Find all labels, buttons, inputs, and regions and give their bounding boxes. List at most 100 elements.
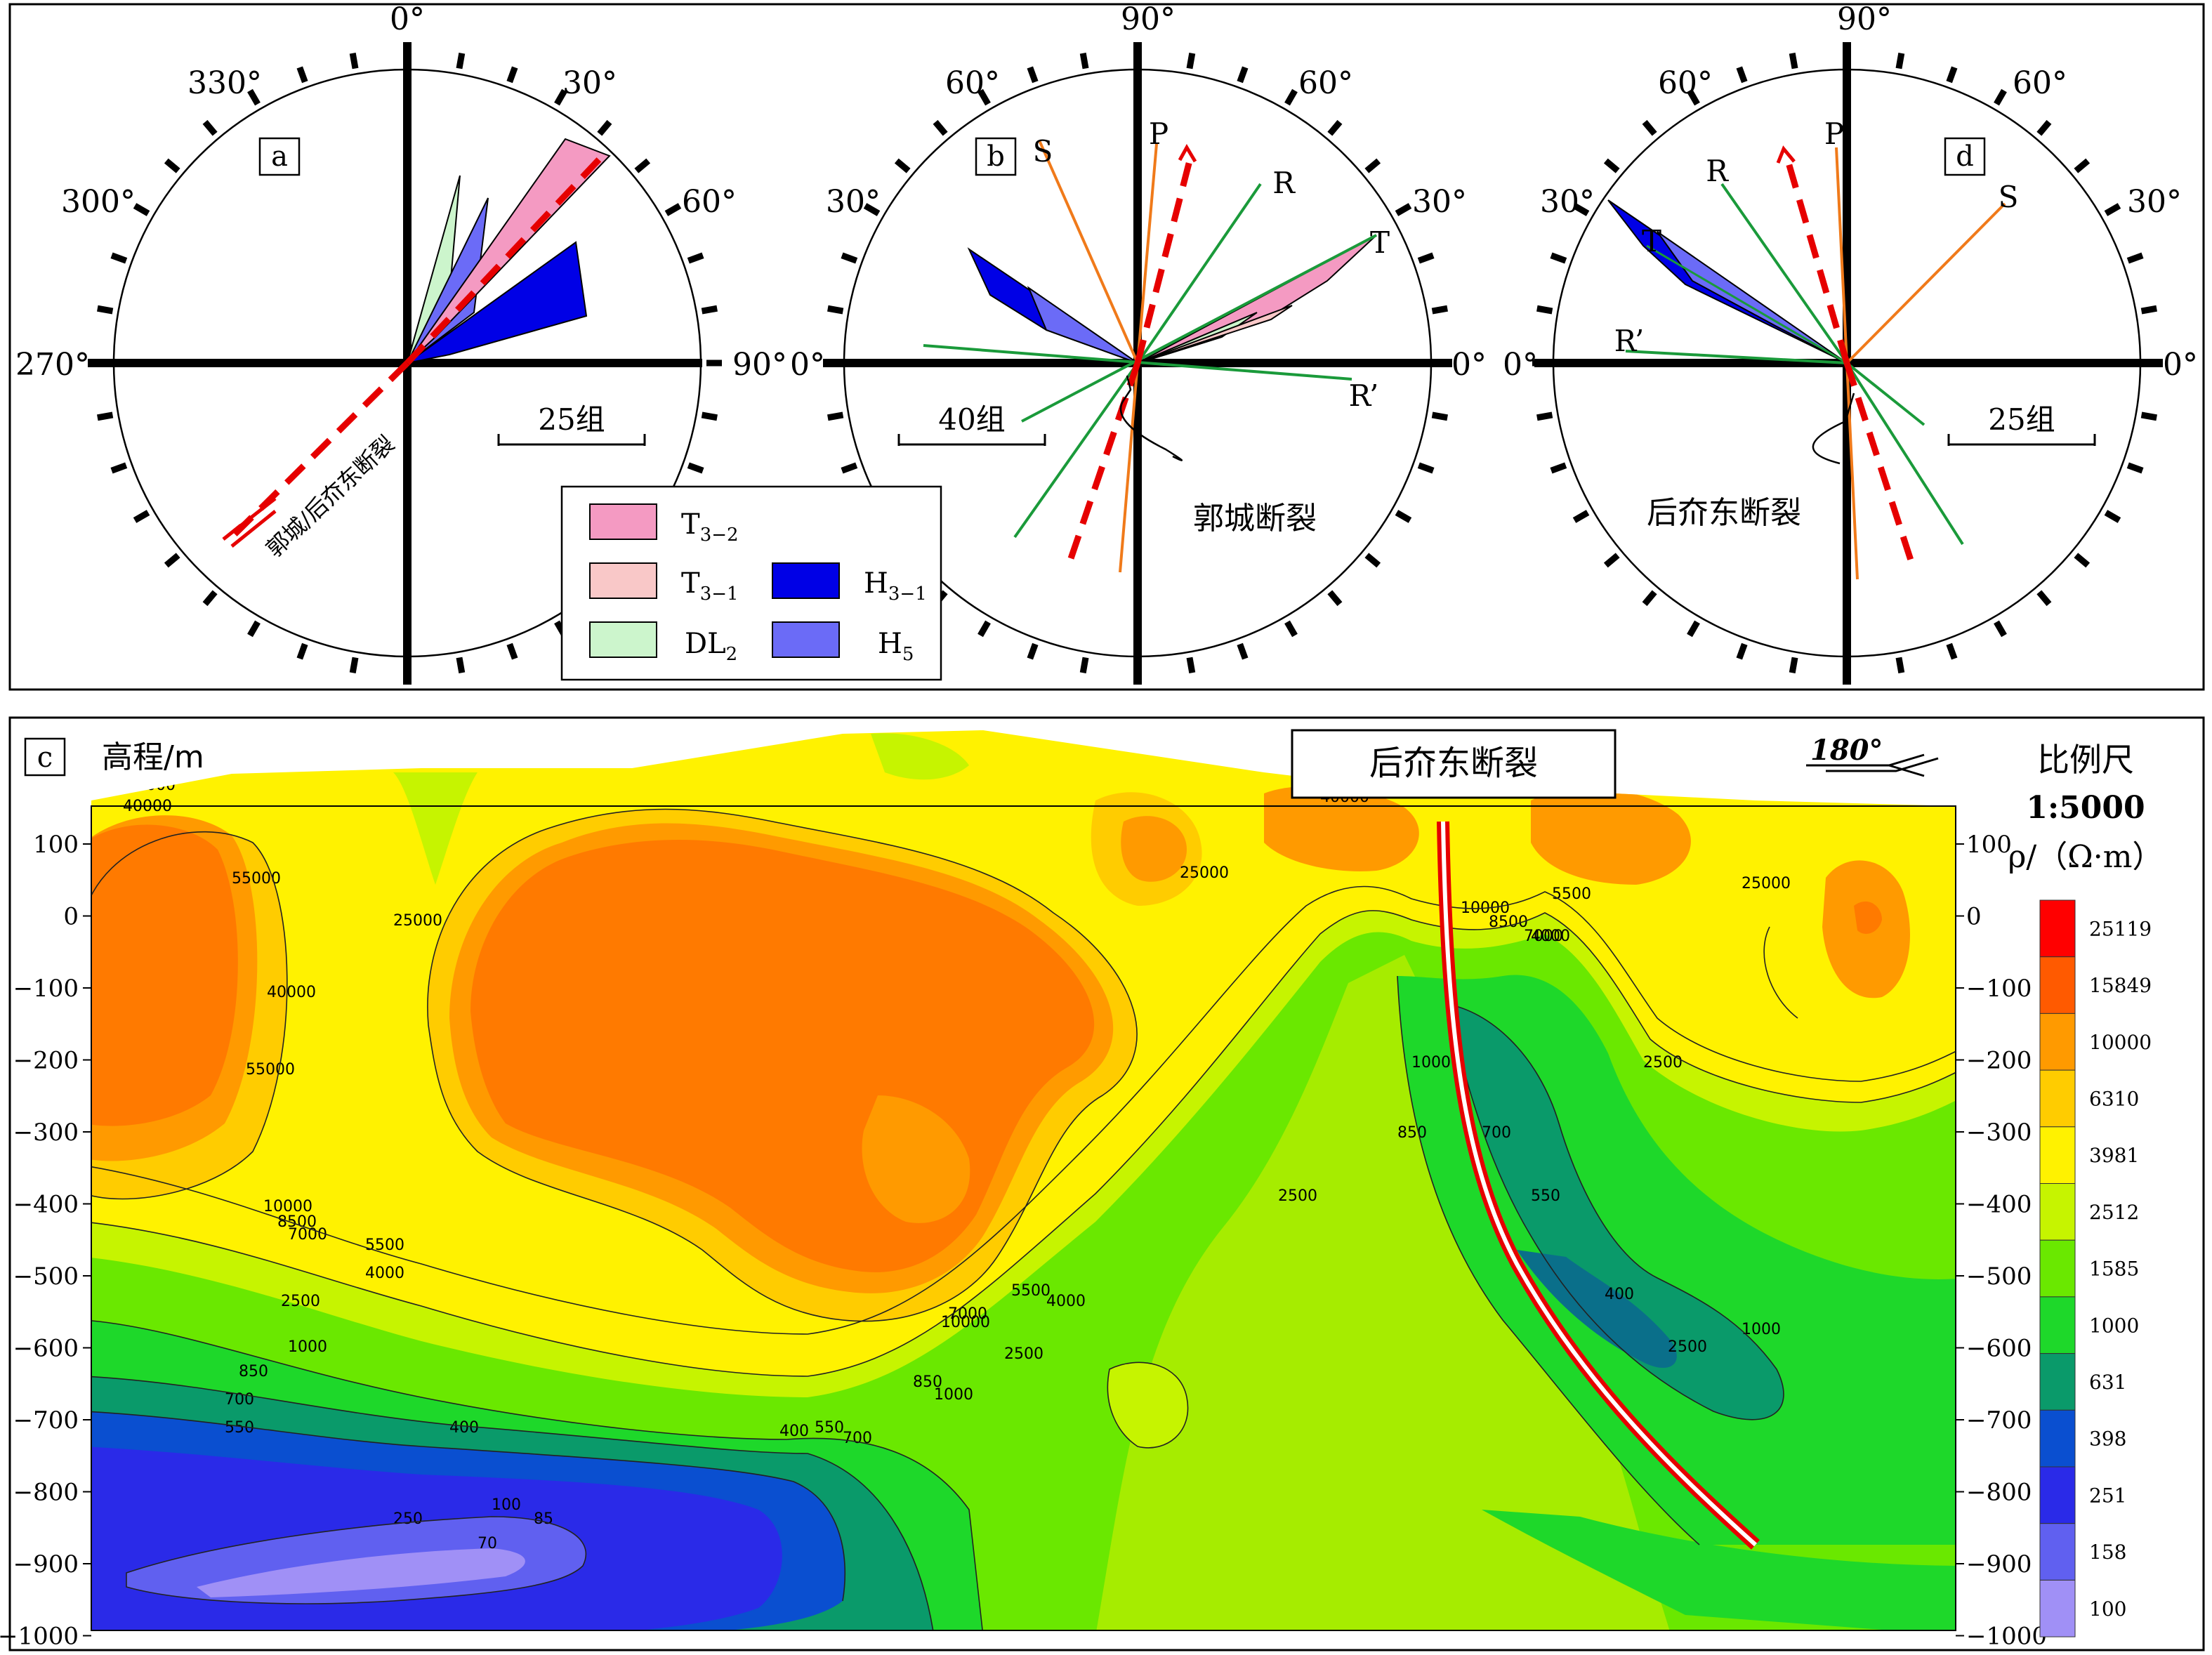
colorbar-segment [2039,1239,2076,1298]
rose-tick [110,252,128,264]
rose-tick [933,119,948,136]
contour-label: 400 [1605,1286,1634,1303]
angle-b-r60: 60° [1298,65,1353,101]
contour-label: 7000 [948,1305,987,1323]
rose-tick [247,620,261,638]
angle-a-90: 90° [732,347,787,383]
rose-tick [977,620,991,638]
rose-tick [1027,642,1039,660]
colorbar-segment [2039,1353,2076,1411]
y-tick-label-left: −700 [13,1406,79,1435]
rose-tick [2104,203,2121,216]
rose-tick [202,590,218,607]
contour-label: 4000 [1046,1293,1086,1310]
y-tick-label-left: −900 [13,1550,79,1578]
section-axes [91,805,1956,1631]
petal-b-h5 [1027,286,1138,364]
rose-tick [456,53,466,70]
rose-tick [2036,119,2052,136]
y-tick-label-right: −300 [1966,1119,2032,1147]
legend: T3−2 T3−1 DL2 H3−1 H5 [560,485,942,681]
contour-label: 400 [449,1419,479,1437]
rose-tick [1687,620,1700,638]
fault-name-c: 后夼东断裂 [1369,744,1538,783]
rose-tick [701,411,718,421]
colorbar-label: 3981 [2089,1144,2139,1167]
rose-tick [1994,88,2007,106]
rose-tick [1687,88,1700,106]
rose-tick [133,510,150,523]
line-b-T: T [1370,225,1390,260]
rose-tick [1572,510,1590,523]
legend-swatch-h3-1 [772,562,840,599]
legend-swatch-h5 [772,621,840,658]
rose-tick [2140,305,2157,315]
rose-tick [634,158,651,173]
rose-tick [1284,88,1298,106]
colorbar-label: 10000 [2089,1031,2152,1054]
rose-tick [1395,203,1412,216]
line-b-P: P [1149,117,1168,151]
colorbar-segment [2039,1183,2076,1241]
y-tick-label-left: −400 [13,1191,79,1219]
angle-d-r60: 60° [2013,65,2067,101]
rose-tick [2140,411,2157,421]
rose-tick [2104,510,2121,523]
rose-tick [687,462,704,474]
y-tick-label-right: −1000 [1966,1623,2047,1651]
rose-tick [2074,553,2091,568]
rose-tick [894,158,911,173]
rose-tick [133,203,150,216]
contour-label: 2500 [1643,1054,1683,1072]
angle-b-right: 0° [1451,347,1487,383]
y-tick-label-left: 100 [33,831,79,859]
line-b-R: R [1272,166,1296,200]
rose-tick [1603,158,1620,173]
contour-label: 40000 [267,984,316,1001]
y-tick-label-left: 0 [63,903,79,931]
colorbar-label: 15849 [2089,974,2152,997]
contour-label: 1000 [288,1338,327,1356]
rose-tick [1736,66,1748,84]
rose-tick [296,66,308,84]
colorbar-segment [2039,1069,2076,1128]
svg-text:25组: 25组 [538,402,605,437]
angle-d-l30: 30° [1540,184,1595,220]
rose-tick [1736,642,1748,660]
rose-tick [506,642,518,660]
rose-tick [863,203,881,216]
rose-tick [1536,305,1553,315]
angle-d-r30: 30° [2127,184,2182,220]
colorbar-label: 25119 [2089,917,2152,940]
fault-name-d: 后夼东断裂 [1647,495,1801,531]
legend-label-h3-1: H3−1 [864,567,927,605]
rose-tick [1572,203,1590,216]
angle-b-90: 90° [1121,1,1176,37]
line-d-R2: R’ [1614,324,1645,358]
angle-b-left: 0° [790,347,825,383]
colorbar-label: 251 [2089,1484,2126,1507]
y-tick-label-right: 0 [1966,903,1982,931]
rose-tick [1364,158,1381,173]
rose-tick [1327,119,1343,136]
contour-label: 5500 [365,1237,404,1254]
y-tick-label-left: −200 [13,1047,79,1075]
rose-tick [701,305,718,315]
rose-tick [1027,66,1039,84]
rose-tick [1946,642,1958,660]
contour-label: 2500 [1278,1187,1317,1205]
angle-b-l30: 30° [826,184,881,220]
angle-a-30: 30° [562,65,617,101]
contour-label: 5500 [1011,1282,1051,1300]
contour-label: 250 [393,1510,423,1528]
colorbar: 比例尺 1:5000 ρ/（Ω·m） 25119 15849 10000 6310 39… [2008,741,2163,1637]
rose-tick [296,642,308,660]
angle-d-right: 0° [2163,347,2198,383]
line-b-R2: R’ [1349,378,1379,413]
angle-b-r30: 30° [1412,184,1467,220]
contour-label: 7000 [288,1226,327,1244]
rose-tick [1789,53,1798,70]
fault-name-b: 郭城断裂 [1193,501,1317,536]
colorbar-segment [2039,1579,2076,1637]
rose-tick [1431,411,1448,421]
